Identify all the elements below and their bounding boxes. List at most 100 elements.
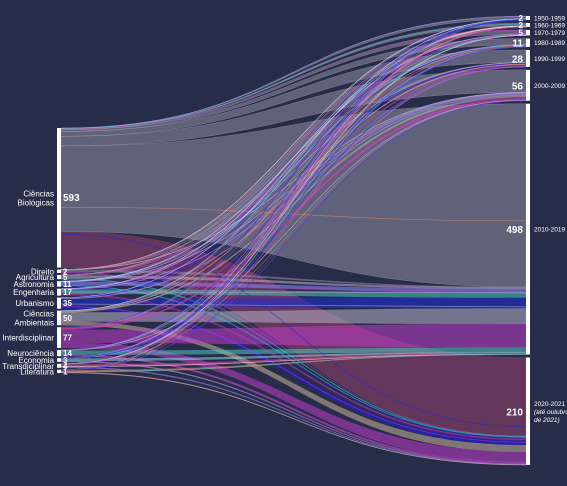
target-node-1960-1969: [526, 22, 530, 27]
source-node-ciencias-biologicas: [57, 128, 61, 268]
flow-strand: [60, 66, 527, 359]
source-value-astronomia: 11: [63, 280, 72, 289]
source-value-ciencias-biologicas: 593: [63, 193, 80, 204]
flow-strand: [60, 306, 527, 443]
target-value-2010-2019: 498: [506, 225, 523, 236]
flow-strand: [60, 62, 527, 282]
source-node-direito: [57, 269, 61, 274]
target-value-1970-1979: 5: [519, 29, 524, 38]
flow-strand: [60, 285, 527, 438]
target-value-1960-1969: 2: [519, 21, 524, 30]
source-value-economia: 3: [63, 356, 68, 365]
flow-strand: [60, 46, 527, 371]
source-value-literatura: 1: [63, 367, 68, 376]
flow-strand: [60, 18, 527, 312]
target-node-1950-1959: [526, 16, 530, 20]
source-label-economia: Economia: [18, 356, 54, 365]
source-node-ciencias-ambientais: [57, 310, 61, 326]
flow-strand: [60, 291, 527, 294]
target-value-2020-2021-ate-outubro-de-2021: 210: [506, 407, 523, 418]
flow-strand: [60, 360, 527, 465]
target-label-1990-1999: 1990-1999: [534, 56, 565, 63]
source-label-engenharia: Engenharia: [13, 288, 54, 297]
source-label-ciencias-ambientais: Ciências Ambientais: [14, 309, 54, 327]
flow-strand: [60, 98, 527, 329]
flow-strand: [60, 66, 527, 365]
source-node-interdisciplinar: [57, 327, 61, 348]
source-label-agricultura: Agricultura: [16, 273, 55, 282]
flow-strand: [60, 92, 527, 271]
flow-strand: [60, 35, 527, 365]
source-node-economia: [57, 358, 61, 362]
node-layer: [57, 16, 530, 465]
flow-strand: [60, 25, 527, 299]
flow-strand: [60, 26, 527, 351]
source-node-urbanismo: [57, 297, 61, 309]
flow-layer: [60, 15, 527, 466]
flow-strand: [60, 16, 527, 129]
source-value-ciencias-ambientais: 50: [63, 314, 72, 323]
source-label-direito: Direito: [31, 267, 55, 276]
flow-strand: [60, 96, 527, 313]
source-label-urbanismo: Urbanismo: [15, 299, 54, 308]
target-node-2010-2019: [526, 103, 530, 355]
target-node-1980-1989: [526, 38, 530, 47]
source-node-astronomia: [57, 281, 61, 287]
source-node-transdiciplinar: [57, 363, 61, 368]
flow-strand: [60, 233, 527, 428]
flow-strand: [60, 92, 527, 283]
source-label-ciencias-biologicas: Ciências Biológicas: [18, 189, 54, 207]
flow-strand: [60, 92, 527, 290]
flow-strand: [60, 26, 527, 365]
source-label-neurociencia: Neurociência: [7, 349, 54, 358]
target-node-2020-2021-ate-outubro-de-2021: [526, 357, 530, 465]
flow-strand: [60, 284, 527, 292]
target-node-2000-2009: [526, 69, 530, 101]
source-label-astronomia: Astronomia: [14, 280, 55, 289]
flow-strand: [60, 62, 527, 276]
source-node-neurociencia: [57, 349, 61, 357]
source-node-engenharia: [57, 288, 61, 296]
source-value-agricultura: 5: [63, 273, 68, 282]
flow-strand: [60, 353, 527, 372]
target-label-2020-2021-ate-outubro-de-2021: 2020-2021 (até outubro de 2021): [534, 401, 567, 424]
flow-strand: [60, 23, 527, 129]
flow-strand: [60, 46, 527, 365]
target-label-1980-1989: 1980-1989: [534, 40, 565, 47]
flow-strand: [60, 99, 527, 351]
source-label-literatura: Literatura: [20, 367, 54, 376]
target-node-1970-1979: [526, 29, 530, 36]
target-value-2000-2009: 56: [512, 81, 524, 92]
source-label-transdiciplinar: Transdiciplinar: [2, 362, 54, 371]
flow-strand: [60, 293, 527, 440]
target-value-1980-1989: 11: [512, 39, 523, 50]
target-label-1950-1959: 1950-1959: [534, 15, 565, 22]
target-label-1960-1969: 1960-1969: [534, 22, 565, 29]
flow-strand: [60, 19, 527, 328]
target-label-1970-1979: 1970-1979: [534, 30, 565, 37]
source-node-literatura: [57, 369, 61, 373]
source-value-transdiciplinar: 4: [63, 362, 68, 371]
label-layer: Ciências Biológicas 593 Direito 2 Agricultura…: [2, 14, 567, 424]
flow-strand: [60, 93, 527, 299]
target-node-1990-1999: [526, 49, 530, 67]
flow-strand: [60, 44, 527, 290]
source-node-agricultura: [57, 275, 61, 280]
flow-strand: [60, 29, 527, 130]
target-label-2000-2009: 2000-2009: [534, 83, 565, 90]
target-label-2010-2019: 2010-2019: [534, 227, 565, 234]
source-value-engenharia: 17: [63, 288, 72, 297]
flow-strand: [60, 63, 527, 312]
source-label-interdisciplinar: Interdisciplinar: [2, 334, 54, 343]
source-value-urbanismo: 35: [63, 299, 72, 308]
source-value-interdisciplinar: 77: [63, 334, 72, 343]
target-value-1950-1959: 2: [519, 14, 524, 23]
source-value-direito: 2: [63, 267, 68, 276]
flow-strand: [60, 372, 527, 466]
flow-strand: [60, 25, 527, 290]
flow-strand: [60, 100, 527, 371]
flow-strand: [60, 26, 527, 359]
target-value-1990-1999: 28: [512, 54, 524, 65]
